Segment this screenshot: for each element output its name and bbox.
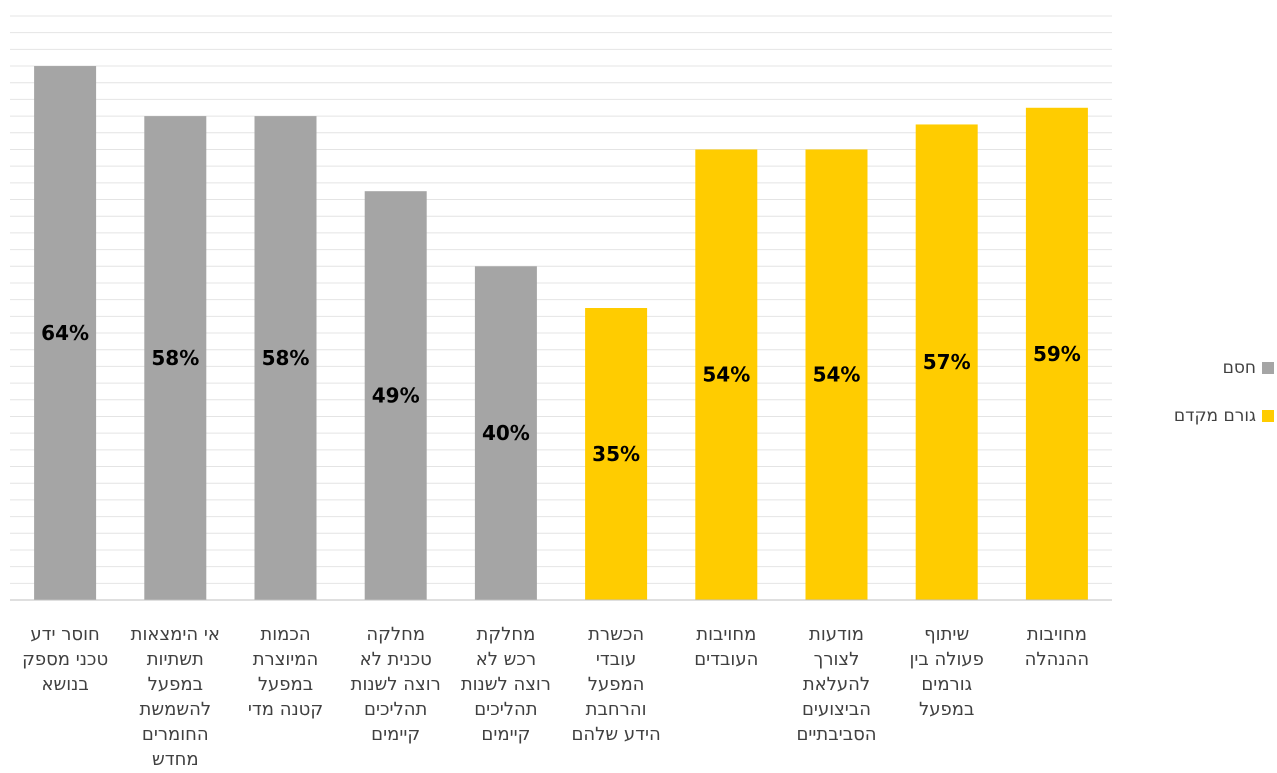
category-label-line: מחדש (152, 749, 199, 770)
legend-label-promoter: גורם מקדם (1173, 406, 1256, 426)
category-label-line: חוסר ידע (30, 624, 99, 645)
category-label-line: תהליכים (474, 699, 537, 720)
category-label-line: לצורך (814, 649, 860, 670)
value-label: 35% (592, 442, 640, 466)
category-label-line: רוצה לשנות (351, 674, 441, 695)
value-label: 54% (813, 363, 861, 387)
category-label-line: הכמות (260, 624, 310, 645)
value-labels: 59% 57% 54% 54% 35% 40% 49% 58% 58% 64% (41, 321, 1081, 466)
category-label: מחלקה טכנית לא רוצה לשנות תהליכים קיימים (351, 624, 441, 745)
bar (474, 266, 537, 600)
category-label-line: להשמשת (140, 699, 212, 720)
bar (144, 116, 207, 600)
legend-item-barrier: חסם (1156, 356, 1274, 380)
category-label-line: והרחבת (586, 699, 647, 720)
category-label-line: קיימים (371, 724, 420, 745)
value-label: 49% (372, 384, 420, 408)
value-label: 58% (151, 346, 199, 370)
bar (364, 191, 427, 600)
category-label-line: מחויבות (1027, 624, 1087, 645)
category-label-line: מחויבות (696, 624, 756, 645)
bar (254, 116, 317, 600)
legend: חסם גורם מקדם (1156, 356, 1274, 452)
category-label-line: עובדי (596, 649, 636, 670)
bar (1025, 107, 1088, 601)
category-label-line: תהליכים (364, 699, 427, 720)
bar (915, 124, 978, 600)
category-label-line: קטנה מדי (248, 699, 323, 720)
category-label: מחויבות ההנהלה (1025, 624, 1089, 670)
legend-swatch-promoter (1262, 410, 1274, 422)
category-label-line: המפעל (588, 674, 645, 695)
category-label: אי הימצאות תשתיות במפעל להשמשת החומרים מחדש (131, 624, 220, 770)
bar (695, 149, 758, 600)
legend-label-barrier: חסם (1222, 358, 1256, 378)
category-label-line: טכנית לא (360, 649, 432, 670)
category-label-line: טכני מספק (22, 649, 108, 670)
category-label-line: במפעל (148, 674, 203, 695)
category-label: מחויבות העובדים (694, 624, 758, 670)
category-label-line: הכשרת (588, 624, 644, 645)
category-labels: מחויבות ההנהלה שיתוף פעולה בין גורמים במפעל מו… (22, 624, 1089, 770)
category-label: הכמות המיוצרת במפעל קטנה מדי (248, 624, 323, 720)
legend-item-promoter: גורם מקדם (1156, 404, 1274, 428)
category-label: שיתוף פעולה בין גורמים במפעל (909, 624, 983, 720)
category-label: מחלקת רכש לא רוצה לשנות תהליכים קיימים (461, 624, 551, 745)
category-label-line: רכש לא (476, 649, 536, 670)
category-label-line: מחלקת (476, 624, 535, 645)
category-label: חוסר ידע טכני מספק בנושא (22, 624, 108, 695)
category-label-line: אי הימצאות (131, 624, 220, 645)
value-label: 54% (702, 363, 750, 387)
category-label: הכשרת עובדי המפעל והרחבת הידע שלהם (571, 624, 660, 745)
category-label-line: בנושא (41, 674, 88, 695)
category-label-line: להעלאת (803, 674, 870, 695)
category-label-line: החומרים (142, 724, 209, 745)
value-label: 58% (262, 346, 310, 370)
category-label-line: פעולה בין (909, 649, 983, 670)
category-label-line: העובדים (694, 649, 758, 670)
category-label-line: במפעל (919, 699, 974, 720)
legend-swatch-barrier (1262, 362, 1274, 374)
category-label-line: שיתוף (924, 624, 969, 645)
category-label-line: במפעל (258, 674, 313, 695)
bars (34, 66, 1088, 601)
value-label: 40% (482, 421, 530, 445)
category-label-line: תשתיות (147, 649, 204, 670)
bar-chart: 59% 57% 54% 54% 35% 40% 49% 58% 58% 64% מחויבות הה… (10, 15, 1112, 770)
category-label: מודעות לצורך להעלאת הביצועים הסביבתיים (796, 624, 876, 745)
category-label-line: הביצועים (802, 699, 871, 720)
category-label-line: הידע שלהם (571, 724, 660, 745)
category-label-line: גורמים (921, 674, 972, 695)
value-label: 64% (41, 321, 89, 345)
category-label-line: רוצה לשנות (461, 674, 551, 695)
bar (805, 149, 868, 600)
category-label-line: מודעות (809, 624, 864, 645)
value-label: 59% (1033, 342, 1081, 366)
category-label-line: ההנהלה (1025, 649, 1089, 670)
bar (585, 308, 648, 600)
category-label-line: קיימים (481, 724, 530, 745)
value-label: 57% (923, 350, 971, 374)
category-label-line: המיוצרת (253, 649, 319, 670)
bar (34, 66, 97, 601)
category-label-line: מחלקה (366, 624, 425, 645)
category-label-line: הסביבתיים (796, 724, 876, 745)
